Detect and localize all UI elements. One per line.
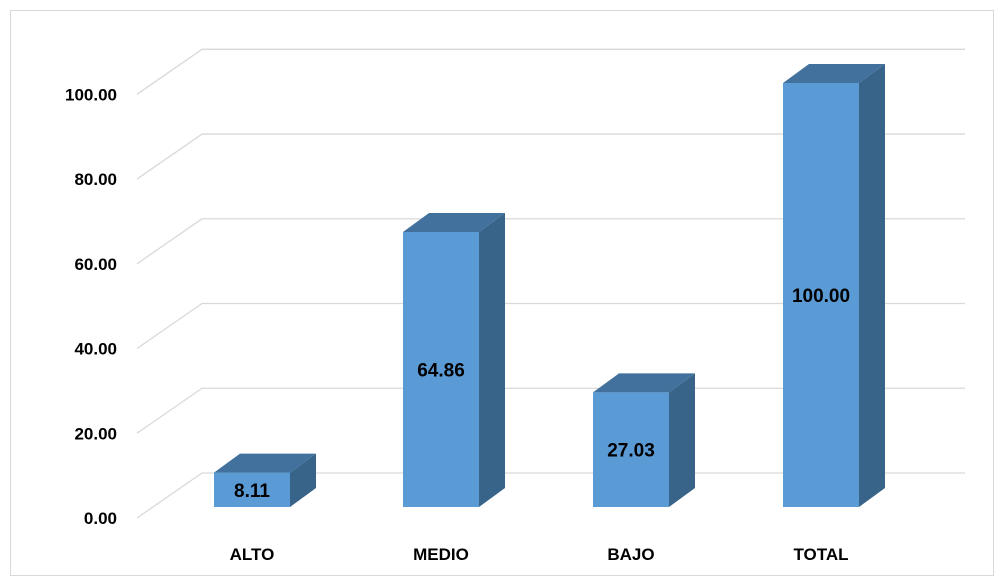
bar-front	[783, 83, 859, 507]
bar-front	[593, 392, 669, 507]
bar-front	[214, 472, 290, 507]
chart-border	[10, 10, 994, 576]
gridline	[136, 472, 965, 519]
bar-side	[859, 64, 885, 507]
x-tick-label: BAJO	[607, 545, 654, 564]
bar-side	[479, 212, 505, 508]
bars: 8.11 64.86 27.03 100.00	[214, 64, 885, 508]
bar-top	[214, 453, 316, 473]
bar-top	[783, 64, 885, 83]
data-label: 64.86	[417, 360, 465, 381]
bar-top	[593, 373, 695, 393]
bar-top	[403, 212, 505, 232]
gridline	[136, 302, 965, 350]
bar-bajo: 27.03	[593, 373, 695, 507]
bar-total: 100.00	[783, 64, 885, 507]
bar-side	[669, 373, 695, 507]
bar-medio: 64.86	[403, 212, 505, 508]
gridline	[136, 48, 965, 95]
x-tick-label: ALTO	[230, 545, 275, 564]
bar-alto: 8.11	[214, 453, 316, 507]
data-label: 100.00	[792, 286, 850, 307]
y-tick-label: 20.00	[74, 424, 117, 443]
gridline	[136, 218, 965, 265]
bar-front	[403, 231, 479, 508]
x-axis-ticks: ALTO MEDIO BAJO TOTAL	[230, 545, 849, 564]
data-label: 27.03	[607, 441, 655, 462]
y-axis-ticks: 0.00 20.00 40.00 60.00 80.00 100.00	[65, 85, 117, 528]
gridlines	[136, 48, 965, 519]
y-tick-label: 80.00	[74, 170, 117, 189]
data-label: 8.11	[234, 481, 270, 502]
x-tick-label: MEDIO	[413, 545, 469, 564]
gridline	[136, 387, 965, 434]
y-tick-label: 0.00	[84, 509, 117, 528]
x-tick-label: TOTAL	[793, 545, 848, 564]
gridline	[136, 133, 965, 180]
y-tick-label: 100.00	[65, 85, 117, 104]
y-tick-label: 40.00	[74, 340, 117, 359]
bar-side	[290, 453, 316, 507]
y-tick-label: 60.00	[74, 255, 117, 274]
